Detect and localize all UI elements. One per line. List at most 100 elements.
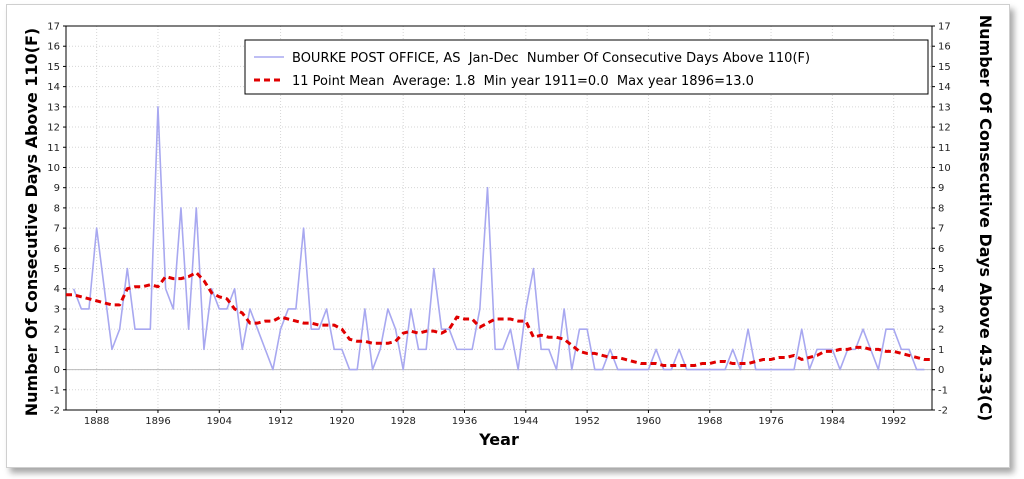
data-point-mean [311, 322, 312, 323]
data-point-mean [157, 286, 158, 287]
data-point-mean [931, 359, 932, 360]
x-tick-label: 1928 [390, 416, 415, 427]
data-point-raw [855, 349, 856, 350]
y-tick-label-left: 2 [54, 325, 60, 336]
data-point-raw [318, 329, 319, 330]
data-point-mean [456, 316, 457, 317]
data-point-raw [364, 308, 365, 309]
data-point-raw [747, 329, 748, 330]
data-point-mean [303, 322, 304, 323]
data-point-raw [610, 349, 611, 350]
y-tick-label-left: 11 [47, 143, 60, 154]
data-point-mean [908, 355, 909, 356]
left-y-axis-title: Number Of Consecutive Days Above 110(F) [22, 28, 41, 416]
data-point-raw [326, 308, 327, 309]
legend-box [244, 39, 929, 95]
data-point-mean [318, 325, 319, 326]
data-point-mean [717, 361, 718, 362]
data-point-mean [587, 353, 588, 354]
y-tick-label-left: 8 [54, 203, 60, 214]
data-point-raw [740, 369, 741, 370]
y-tick-label-right: 10 [938, 163, 951, 174]
y-tick-label-right: 1 [938, 345, 944, 356]
data-point-raw [832, 349, 833, 350]
data-point-raw [816, 349, 817, 350]
data-point-mean [518, 320, 519, 321]
data-point-raw [724, 369, 725, 370]
data-point-mean [610, 357, 611, 358]
data-point-mean [548, 337, 549, 338]
data-point-mean [885, 351, 886, 352]
data-point-mean [602, 355, 603, 356]
data-point-mean [487, 322, 488, 323]
right-y-axis-title: Number Of Consecutive Days Above 43.33(C… [976, 15, 995, 421]
data-point-raw [487, 187, 488, 188]
y-tick-label-right: 5 [938, 264, 944, 275]
data-point-raw [793, 369, 794, 370]
legend-label-raw: BOURKE POST OFFICE, AS Jan-Dec Number Of… [292, 51, 810, 66]
data-point-mean [334, 325, 335, 326]
data-point-raw [219, 308, 220, 309]
data-point-raw [249, 308, 250, 309]
data-point-raw [571, 369, 572, 370]
data-point-mean [88, 298, 89, 299]
data-point-raw [525, 308, 526, 309]
data-point-mean [763, 359, 764, 360]
data-point-mean [364, 341, 365, 342]
data-point-raw [196, 207, 197, 208]
data-point-mean [594, 353, 595, 354]
x-tick-label: 1904 [207, 416, 232, 427]
x-tick-label: 1992 [881, 416, 906, 427]
data-point-raw [295, 308, 296, 309]
y-tick-label-right: 2 [938, 325, 944, 336]
x-tick-label: 1944 [513, 416, 538, 427]
y-tick-label-left: -1 [50, 385, 60, 396]
data-point-raw [426, 349, 427, 350]
data-point-raw [533, 268, 534, 269]
data-point-mean [219, 296, 220, 297]
data-point-raw [188, 329, 189, 330]
data-point-mean [893, 351, 894, 352]
data-point-raw [924, 369, 925, 370]
data-point-raw [418, 349, 419, 350]
data-point-mean [426, 331, 427, 332]
data-point-raw [778, 369, 779, 370]
data-point-raw [334, 349, 335, 350]
data-point-mean [786, 357, 787, 358]
data-point-mean [326, 325, 327, 326]
data-point-mean [648, 363, 649, 364]
data-point-raw [510, 329, 511, 330]
y-tick-label-left: 17 [47, 22, 60, 33]
y-tick-label-right: 15 [938, 62, 951, 73]
data-point-raw [878, 369, 879, 370]
data-point-mean [732, 363, 733, 364]
data-point-raw [242, 349, 243, 350]
data-point-mean [472, 318, 473, 319]
data-point-mean [709, 363, 710, 364]
data-point-raw [395, 329, 396, 330]
data-point-mean [242, 312, 243, 313]
data-point-mean [724, 361, 725, 362]
data-point-raw [257, 329, 258, 330]
data-point-mean [203, 280, 204, 281]
data-point-mean [73, 294, 74, 295]
y-tick-label-left: 16 [47, 42, 60, 53]
data-point-raw [165, 288, 166, 289]
data-point-raw [893, 329, 894, 330]
data-point-raw [709, 369, 710, 370]
data-point-mean [433, 331, 434, 332]
data-point-mean [387, 343, 388, 344]
data-point-raw [916, 369, 917, 370]
data-point-mean [441, 333, 442, 334]
data-point-mean [349, 339, 350, 340]
data-point-raw [349, 369, 350, 370]
y-tick-label-left: 3 [54, 304, 60, 315]
x-tick-label: 1912 [268, 416, 293, 427]
data-point-raw [472, 349, 473, 350]
data-point-mean [901, 353, 902, 354]
data-point-mean [111, 304, 112, 305]
data-point-raw [770, 369, 771, 370]
data-point-mean [617, 357, 618, 358]
